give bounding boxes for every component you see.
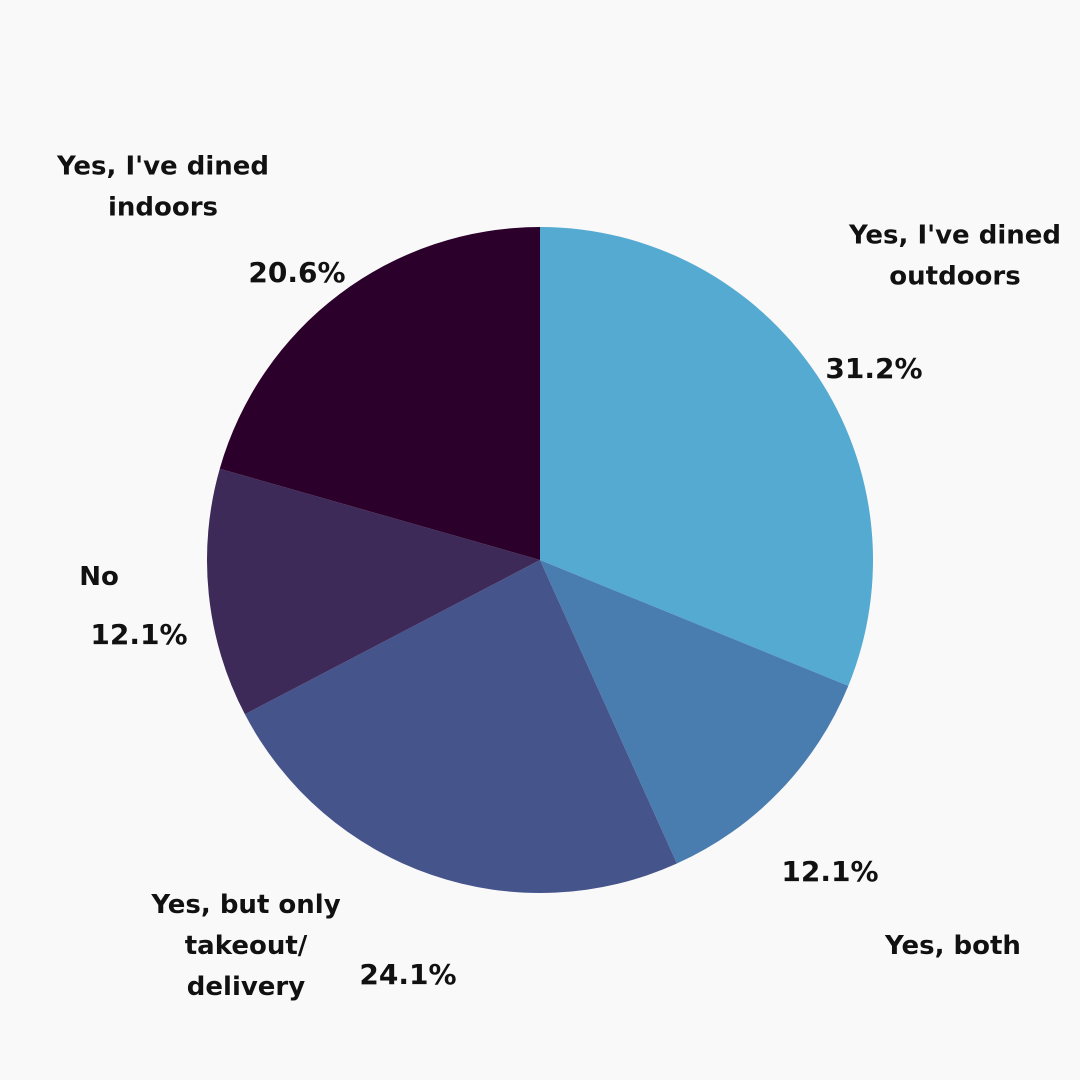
pie-labels: Yes, I've dined outdoors 31.2% Yes, both 12.… <box>56 151 1061 1002</box>
slice-value-label-4: 12.1% <box>90 618 187 651</box>
pie-slice-4 <box>206 468 540 715</box>
slice-label-4: No <box>79 562 119 592</box>
slice-value-label-3: 24.1% <box>359 958 456 991</box>
pie-slice-2 <box>540 560 849 864</box>
slice-label-line: takeout/ <box>185 931 308 961</box>
slice-label-line: Yes, but only <box>150 890 340 920</box>
slice-value-label-5: 20.6% <box>248 256 345 289</box>
slice-label-line: indoors <box>108 192 218 222</box>
slice-label-line: outdoors <box>889 261 1020 291</box>
pie-slices <box>206 227 874 894</box>
slice-label-line: delivery <box>187 972 305 1002</box>
slice-label-5: Yes, I've dined indoors <box>56 151 269 222</box>
slice-label-3: Yes, but only takeout/delivery <box>150 890 340 1002</box>
pie-slice-3 <box>244 560 677 894</box>
slice-label-line: Yes, I've dined <box>848 220 1061 250</box>
slice-label-1: Yes, I've dined outdoors <box>848 220 1061 291</box>
pie-slice-5 <box>219 227 540 560</box>
pie-slice-1 <box>540 227 874 686</box>
slice-label-2: Yes, both <box>884 931 1021 961</box>
slice-label-line: Yes, I've dined <box>56 151 269 181</box>
slice-value-label-2: 12.1% <box>781 855 878 888</box>
slice-label-line: No <box>79 562 119 592</box>
slice-value-label-1: 31.2% <box>825 352 922 385</box>
slice-label-line: Yes, both <box>884 931 1021 961</box>
